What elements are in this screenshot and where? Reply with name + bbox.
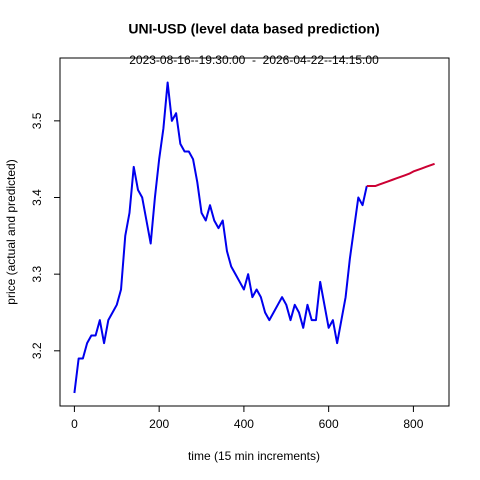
y-tick-label: 3.4 [30,189,44,206]
y-tick-label: 3.3 [30,265,44,282]
x-tick-label: 800 [403,417,423,431]
plot-box [59,57,450,407]
chart-subtitle: 2023-08-16--19:30:00 - 2026-04-22--14:15… [129,53,379,67]
series-line [366,162,435,188]
y-tick-label: 3.2 [30,342,44,359]
x-tick-label: 0 [71,417,78,431]
y-tick-label: 3.5 [30,112,44,129]
y-axis-label: price (actual and predicted) [4,159,18,304]
x-tick-label: 400 [234,417,254,431]
x-axis-label: time (15 min increments) [188,449,320,463]
chart-title: UNI-USD (level data based prediction) [128,21,379,37]
x-tick-label: 600 [319,417,339,431]
x-tick-label: 200 [149,417,169,431]
series-line [73,81,368,394]
